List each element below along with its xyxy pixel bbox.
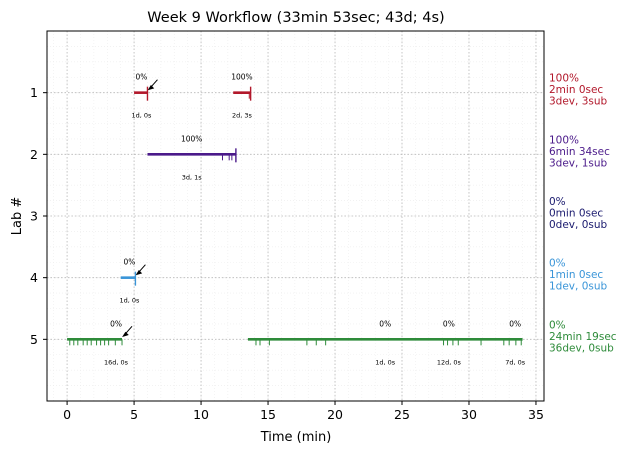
lab-summary-line: 100% <box>549 134 579 146</box>
chart-title: Week 9 Workflow (33min 53sec; 43d; 4s) <box>147 10 444 26</box>
lab-summary-line: 36dev, 0sub <box>549 342 614 354</box>
arrow-head <box>147 85 155 91</box>
segment-info: 1d, 0s <box>119 297 140 305</box>
x-tick-label: 20 <box>327 407 343 422</box>
x-axis-label: Time (min) <box>260 430 332 445</box>
segment-info: 16d, 0s <box>104 358 129 366</box>
y-tick-label: 1 <box>30 85 38 100</box>
lab-summary-line: 0% <box>549 319 566 331</box>
segment-percent: 0% <box>123 258 135 267</box>
y-tick-label: 2 <box>30 147 38 162</box>
x-tick-label: 30 <box>461 407 477 422</box>
lab-summary-line: 3dev, 3sub <box>549 96 608 108</box>
lab-summary-line: 1min 0sec <box>549 269 603 281</box>
lab-row: 0% 1d, 0s 100% 2d, 3s <box>132 73 253 120</box>
lab-row: 0% 1d, 0s <box>119 258 146 305</box>
x-axis-ticks: 0 5 10 15 20 25 30 35 <box>63 401 544 422</box>
grid <box>47 31 544 401</box>
segment-info: 2d, 3s <box>232 112 253 120</box>
arrow-head <box>135 270 143 276</box>
y-tick-label: 5 <box>30 332 38 347</box>
lab-row: 0% 16d, 0s 0% 1d, 0s 0% 12d, 0s 0% 7d, 0s <box>67 319 526 366</box>
y-axis-label: Lab # <box>10 197 25 236</box>
lab-row: 100% 3d, 1s <box>147 134 237 181</box>
lab-summary-line: 6min 34sec <box>549 146 610 158</box>
segment-percent: 100% <box>231 73 252 82</box>
plot-area: 0% 1d, 0s 100% 2d, 3s 100% 3d, 1s 0% 1d, 0s 0% 16… <box>67 73 526 366</box>
segment-percent: 0% <box>136 73 148 82</box>
lab-summary-line: 0min 0sec <box>549 208 603 220</box>
segment-info: 3d, 1s <box>182 173 203 181</box>
x-tick-label: 10 <box>193 407 209 422</box>
segment-info: 12d, 0s <box>437 358 462 366</box>
lab-summary-line: 2min 0sec <box>549 84 603 96</box>
x-tick-label: 0 <box>63 407 71 422</box>
segment-percent: 0% <box>379 319 391 328</box>
lab-summary-line: 0dev, 0sub <box>549 219 608 231</box>
y-axis-ticks: 1 2 3 4 5 <box>30 85 47 347</box>
segment-percent: 0% <box>443 319 455 328</box>
segment-percent: 0% <box>110 319 122 328</box>
x-tick-label: 35 <box>528 407 544 422</box>
segment-percent: 100% <box>181 134 202 143</box>
lab-summary-line: 3dev, 1sub <box>549 157 608 169</box>
y-tick-label: 4 <box>30 270 38 285</box>
segment-info: 1d, 0s <box>132 112 153 120</box>
segment-info: 1d, 0s <box>375 358 396 366</box>
y-tick-label: 3 <box>30 209 38 224</box>
lab-summary-line: 0% <box>549 258 566 270</box>
x-tick-label: 25 <box>394 407 410 422</box>
segment-info: 7d, 0s <box>505 358 526 366</box>
lab-summary-line: 0% <box>549 196 566 208</box>
x-tick-label: 5 <box>130 407 138 422</box>
lab-summary-line: 1dev, 0sub <box>549 281 608 293</box>
segment-percent: 0% <box>509 319 521 328</box>
lab-summary-line: 100% <box>549 73 579 85</box>
arrow-head <box>122 331 129 338</box>
x-tick-label: 15 <box>260 407 276 422</box>
lab-summary-line: 24min 19sec <box>549 331 617 343</box>
